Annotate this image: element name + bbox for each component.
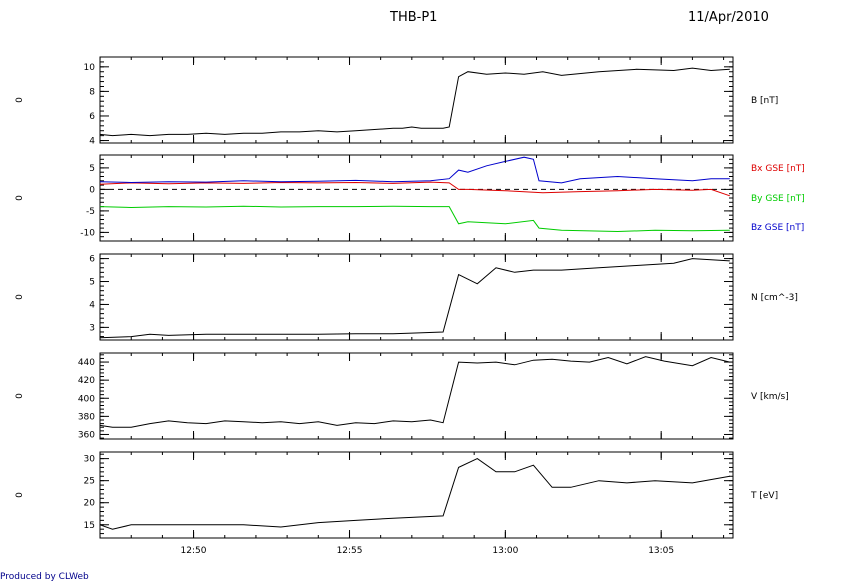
y-tick-label: 0	[89, 185, 95, 195]
series-line-1	[99, 67, 730, 137]
panel-frame	[99, 253, 734, 341]
y-tick-label: 440	[78, 358, 95, 368]
panel-frame	[99, 352, 734, 440]
y-tick-label: 3	[89, 323, 95, 333]
credit-text: Produced by CLWeb	[0, 572, 89, 582]
y-tick-label: 5	[89, 278, 95, 288]
side-label: 0	[15, 492, 25, 498]
legend-label: By GSE [nT]	[751, 194, 805, 204]
y-tick-label: -5	[86, 207, 95, 217]
x-tick-label: 13:00	[492, 546, 518, 556]
series-line-2	[99, 205, 730, 233]
panel-frame	[99, 56, 734, 144]
y-axis-label: B [nT]	[751, 96, 778, 106]
y-tick-label: -10	[80, 228, 95, 238]
y-tick-label: 420	[78, 376, 95, 386]
y-tick-label: 5	[89, 164, 95, 174]
y-tick-label: 380	[78, 412, 95, 422]
y-tick-label: 8	[89, 87, 95, 97]
panel-frame	[99, 154, 734, 242]
y-tick-label: 20	[84, 499, 96, 509]
x-tick-label: 12:50	[181, 546, 207, 556]
side-label: 0	[15, 97, 25, 103]
y-axis-label: N [cm^-3]	[751, 293, 798, 303]
y-tick-label: 25	[84, 477, 95, 487]
side-label: 0	[15, 195, 25, 201]
panel-frame	[99, 451, 734, 539]
x-tick-label: 13:05	[648, 546, 674, 556]
y-tick-label: 30	[84, 455, 96, 465]
side-label: 0	[15, 393, 25, 399]
plot-title: THB-P1	[390, 10, 438, 25]
y-tick-label: 10	[84, 63, 96, 73]
legend-label: Bz GSE [nT]	[751, 223, 804, 233]
y-axis-label: V [km/s]	[751, 392, 789, 402]
x-tick-label: 12:55	[337, 546, 363, 556]
y-tick-label: 6	[89, 112, 95, 122]
series-line-1	[99, 458, 730, 530]
y-tick-label: 360	[78, 430, 95, 440]
side-label: 0	[15, 294, 25, 300]
series-line-1	[99, 181, 730, 197]
y-tick-label: 6	[89, 255, 95, 265]
plot-date: 11/Apr/2010	[688, 10, 769, 25]
y-tick-label: 400	[78, 394, 95, 404]
y-tick-label: 15	[84, 521, 95, 531]
y-axis-label: T [eV]	[750, 491, 778, 501]
y-tick-label: 4	[89, 137, 95, 147]
y-tick-label: 4	[89, 300, 95, 310]
series-line-1	[99, 356, 730, 428]
legend-label: Bx GSE [nT]	[751, 164, 805, 174]
series-line-1	[99, 258, 730, 339]
series-line-3	[99, 156, 730, 184]
